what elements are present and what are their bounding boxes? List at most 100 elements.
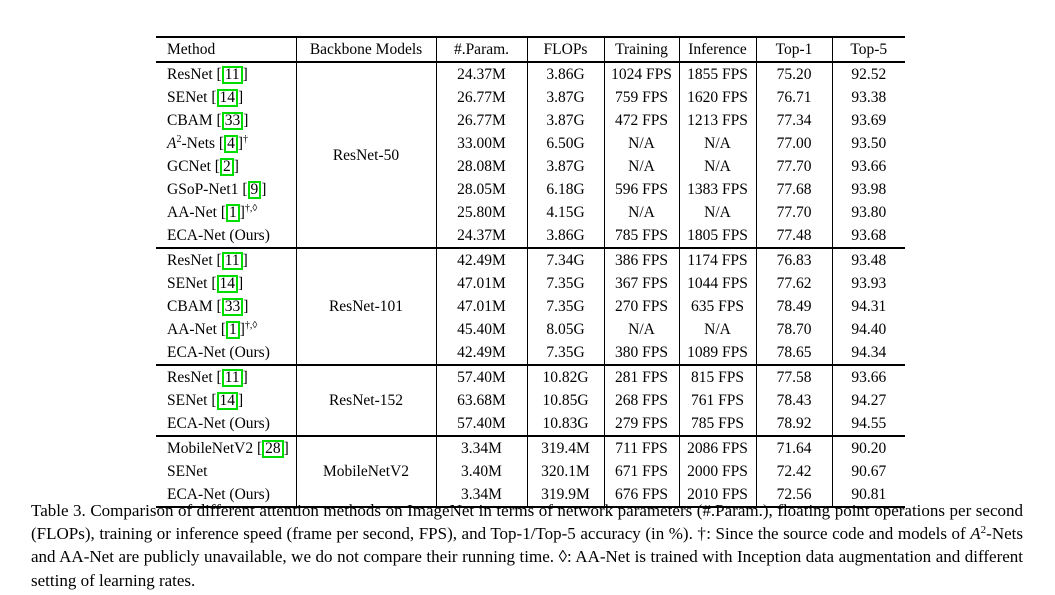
table-row: ECA-Net (Ours) 3.34M 319.9M 676 FPS 2010 FPS…	[156, 483, 905, 507]
value-cell: 270 FPS	[603, 295, 679, 318]
method-cell: SENet [14]	[167, 275, 244, 293]
value-cell: 33.00M	[435, 132, 527, 155]
citation-link[interactable]: 33	[221, 112, 244, 130]
value-cell: 78.92	[755, 412, 832, 436]
value-cell: N/A	[678, 318, 756, 341]
table-row: AA-Net [1]†,◊ 25.80M 4.15G N/A N/A 77.70 93.80	[156, 201, 905, 224]
value-cell: 8.05G	[526, 318, 604, 341]
value-cell: 47.01M	[435, 272, 527, 295]
value-cell: 90.20	[831, 435, 905, 460]
citation-link[interactable]: 2	[219, 158, 234, 176]
value-cell: 596 FPS	[603, 178, 679, 201]
col-header-top1: Top-1	[755, 37, 832, 63]
value-cell: 57.40M	[435, 412, 527, 436]
value-cell: 3.87G	[526, 155, 604, 178]
value-cell: 1044 FPS	[678, 272, 756, 295]
value-cell: 24.37M	[435, 61, 527, 86]
table-row: ECA-Net (Ours) 24.37M 3.86G 785 FPS 1805 FPS…	[156, 224, 905, 248]
method-cell: ResNet [11]	[156, 61, 296, 86]
citation-link[interactable]: 1	[225, 321, 240, 339]
table-row: GCNet [2] 28.08M 3.87G N/A N/A 77.70 93.66	[156, 155, 905, 178]
value-cell: 28.08M	[435, 155, 527, 178]
table-row: ECA-Net (Ours) 57.40M 10.83G 279 FPS 785 FPS…	[156, 412, 905, 436]
col-header-top5: Top-5	[831, 37, 905, 63]
value-cell: 7.34G	[526, 247, 604, 272]
value-cell: 759 FPS	[603, 86, 679, 109]
citation-link[interactable]: 9	[247, 181, 262, 199]
citation-link[interactable]: 11	[221, 369, 243, 387]
method-cell: AA-Net [1]†,◊	[167, 203, 258, 222]
value-cell: 94.34	[831, 341, 905, 365]
value-cell: 7.35G	[526, 295, 604, 318]
comparison-table: Method Backbone Models #.Param. FLOPs Tr…	[156, 36, 905, 508]
citation-link[interactable]: 14	[216, 275, 239, 293]
citation-link[interactable]: 11	[221, 66, 243, 84]
method-cell: MobileNetV2 [28]	[156, 435, 296, 460]
citation-link[interactable]: 28	[262, 440, 284, 458]
value-cell: N/A	[603, 132, 679, 155]
table-row: CBAM [33] 26.77M 3.87G 472 FPS 1213 FPS 77.34…	[156, 109, 905, 132]
backbone-cell: ResNet-152	[295, 364, 436, 436]
method-cell: CBAM [33]	[167, 112, 249, 130]
text-segment: SENet	[167, 275, 212, 292]
text-segment: GSoP-Net1	[167, 181, 243, 198]
value-cell: 6.50G	[526, 132, 604, 155]
citation-link[interactable]: 14	[216, 89, 239, 107]
value-cell: 78.43	[755, 389, 832, 412]
citation-link[interactable]: 11	[221, 252, 243, 270]
value-cell: 2010 FPS	[678, 483, 756, 507]
text-segment: -Nets	[181, 135, 219, 152]
value-cell: 815 FPS	[678, 364, 756, 389]
value-cell: 319.9M	[526, 483, 604, 507]
value-cell: 3.34M	[435, 435, 527, 460]
value-cell: 3.40M	[435, 460, 527, 483]
value-cell: 3.34M	[435, 483, 527, 507]
value-cell: 3.87G	[526, 86, 604, 109]
value-cell: 26.77M	[435, 109, 527, 132]
text-segment: A	[167, 135, 177, 152]
value-cell: 1805 FPS	[678, 224, 756, 248]
citation-link[interactable]: 14	[216, 392, 239, 410]
table-row: A2-Nets [4]† 33.00M 6.50G N/A N/A 77.00 93.50	[156, 132, 905, 155]
value-cell: 93.98	[831, 178, 905, 201]
value-cell: 1855 FPS	[678, 61, 756, 86]
col-header-method: Method	[156, 37, 296, 63]
value-cell: 77.00	[755, 132, 832, 155]
value-cell: N/A	[603, 318, 679, 341]
value-cell: 75.20	[755, 61, 832, 86]
value-cell: 77.70	[755, 155, 832, 178]
value-cell: 1383 FPS	[678, 178, 756, 201]
superscript-mark: †,◊	[244, 320, 258, 331]
value-cell: 281 FPS	[603, 364, 679, 389]
value-cell: 93.93	[831, 272, 905, 295]
value-cell: 93.69	[831, 109, 905, 132]
value-cell: 76.71	[755, 86, 832, 109]
value-cell: 93.38	[831, 86, 905, 109]
value-cell: 319.4M	[526, 435, 604, 460]
col-header-flops: FLOPs	[526, 37, 604, 63]
value-cell: 671 FPS	[603, 460, 679, 483]
value-cell: 4.15G	[526, 201, 604, 224]
text-segment: ECA-Net (Ours)	[167, 486, 270, 503]
citation-link[interactable]: 33	[221, 298, 244, 316]
value-cell: N/A	[678, 155, 756, 178]
value-cell: 72.42	[755, 460, 832, 483]
method-cell: AA-Net [1]†,◊	[167, 320, 258, 339]
method-cell: SENet	[156, 460, 296, 483]
value-cell: 42.49M	[435, 247, 527, 272]
value-cell: 77.58	[755, 364, 832, 389]
comparison-table-container: Method Backbone Models #.Param. FLOPs Tr…	[156, 36, 905, 508]
citation-link[interactable]: 4	[224, 135, 238, 153]
table-row: ResNet [11] ResNet-50 24.37M 3.86G 1024 FPS 1…	[156, 61, 905, 248]
citation-link[interactable]: 1	[225, 204, 240, 222]
value-cell: 320.1M	[526, 460, 604, 483]
value-cell: N/A	[603, 201, 679, 224]
superscript-mark: †	[243, 134, 249, 145]
value-cell: 7.35G	[526, 272, 604, 295]
text-segment: A	[970, 524, 981, 544]
text-segment: ECA-Net (Ours)	[167, 344, 270, 361]
text-segment: ResNet	[167, 66, 217, 83]
method-cell: ECA-Net (Ours)	[156, 224, 296, 248]
value-cell: 90.81	[831, 483, 905, 507]
method-cell: GSoP-Net1 [9]	[167, 181, 267, 199]
